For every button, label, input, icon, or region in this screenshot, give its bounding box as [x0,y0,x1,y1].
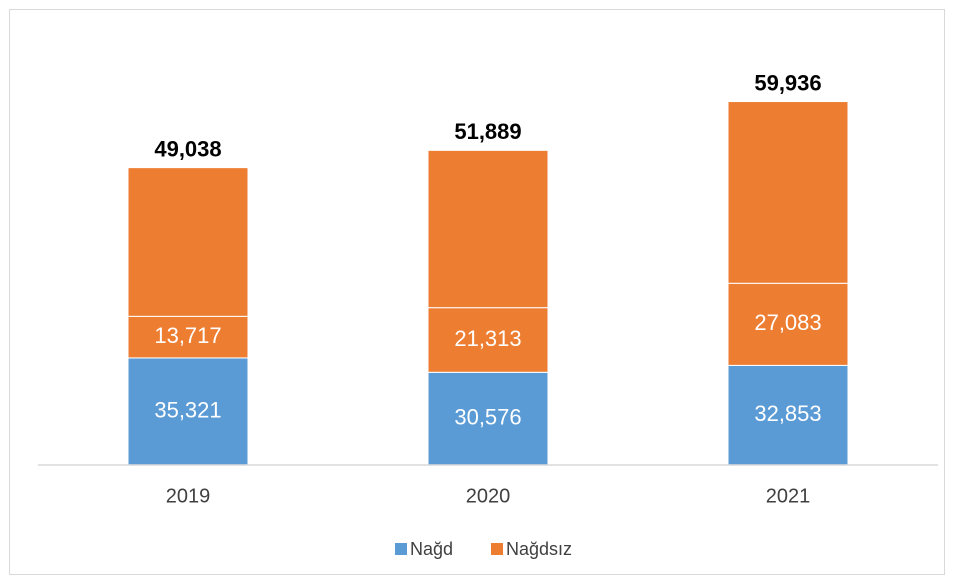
bar-segment [127,357,249,466]
total-segment [727,101,849,284]
bar-segment [427,371,549,466]
x-tick-label: 2021 [766,485,811,507]
total-segment [427,149,549,309]
total-label: 59,936 [754,70,821,95]
total-label: 51,889 [454,119,521,144]
value-label: 21,313 [454,326,521,351]
legend-swatch [395,543,407,555]
legend-swatch [491,543,503,555]
total-segment [127,167,249,317]
value-label: 27,083 [754,310,821,335]
bar-segment [727,364,849,466]
x-tick-label: 2020 [466,485,511,507]
value-label: 32,853 [754,401,821,426]
total-label: 49,038 [154,136,221,161]
value-label: 35,321 [154,397,221,422]
x-tick-label: 2019 [166,485,211,507]
bar-segment [427,307,549,373]
legend-label: Nağd [410,539,453,559]
value-label: 13,717 [154,323,221,348]
value-label: 30,576 [454,404,521,429]
bar-segment [727,282,849,366]
legend-label: Nağdsız [506,539,572,559]
